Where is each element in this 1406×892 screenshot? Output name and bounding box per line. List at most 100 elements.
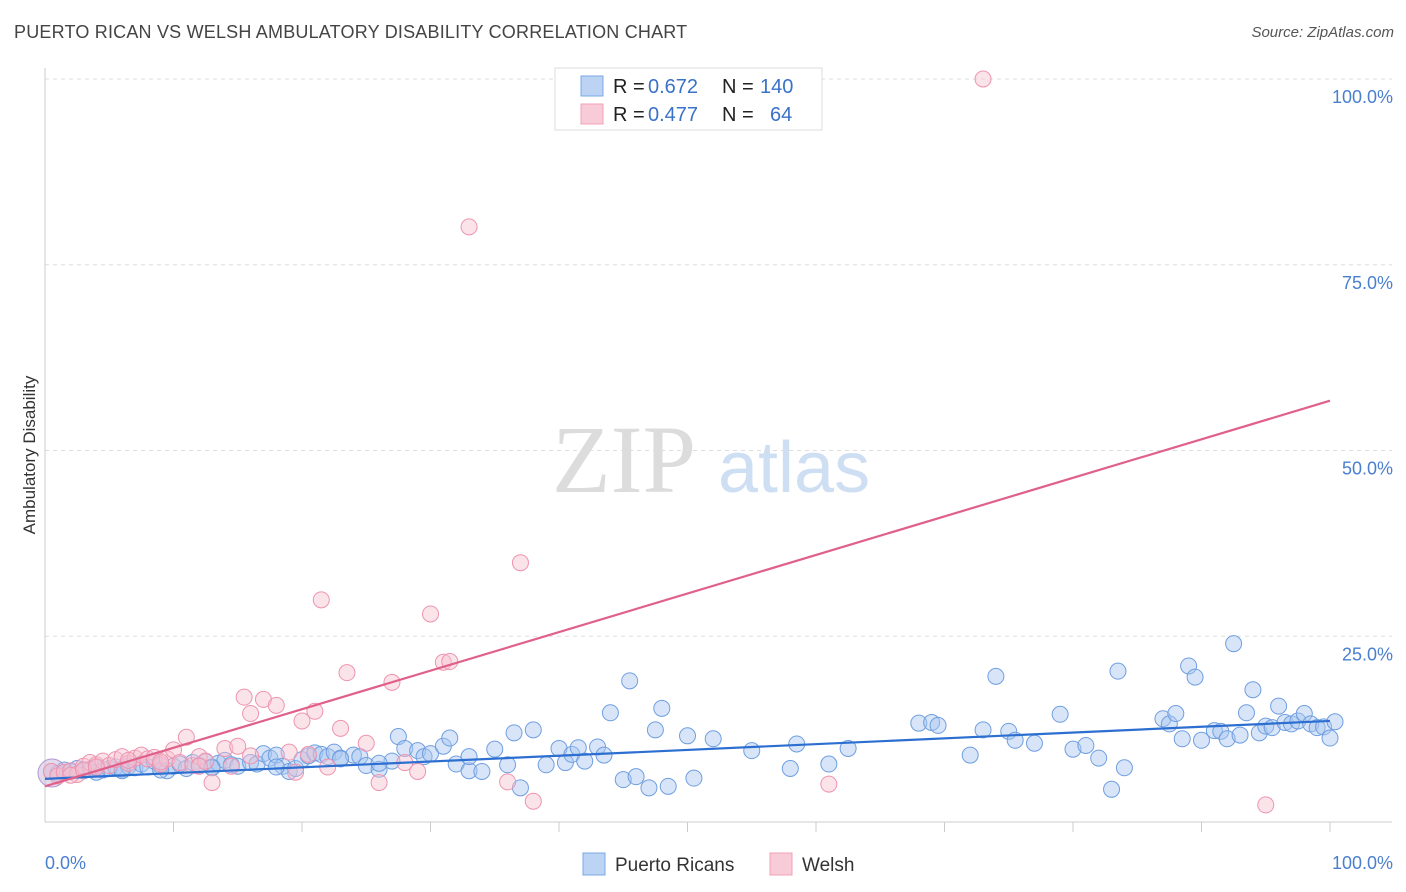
x-ticks bbox=[173, 822, 1331, 832]
puerto-ricans-point-83 bbox=[781, 760, 799, 778]
puerto-ricans-point-60 bbox=[473, 762, 491, 780]
welsh-point-52 bbox=[499, 773, 517, 791]
stats-legend: R = 0.672 N = 140 R = 0.477 N = 64 bbox=[554, 67, 823, 131]
puerto-ricans-point-85 bbox=[820, 755, 838, 773]
puerto-ricans-point-107 bbox=[1186, 668, 1204, 686]
puerto-ricans-point-96 bbox=[1064, 740, 1082, 758]
watermark-zip: ZIP bbox=[552, 406, 696, 513]
puerto-ricans-point-80 bbox=[679, 727, 696, 745]
puerto-ricans-point-46 bbox=[344, 746, 362, 764]
welsh-point-23 bbox=[184, 757, 202, 775]
legend-n-label-1: N = bbox=[722, 76, 754, 98]
legend-n-value-2: 64 bbox=[770, 104, 792, 126]
puerto-ricans-point-82 bbox=[704, 730, 722, 748]
y-tick-label-1: 25.0% bbox=[1342, 644, 1393, 664]
x-tick-label-2: 100.0% bbox=[1332, 853, 1393, 873]
puerto-ricans-point-89 bbox=[961, 746, 979, 764]
puerto-ricans-point-138 bbox=[595, 746, 613, 764]
trendlines bbox=[44, 399, 1331, 788]
puerto-ricans-point-59 bbox=[460, 762, 478, 780]
puerto-ricans-point-70 bbox=[576, 752, 594, 770]
puerto-ricans-point-104 bbox=[1167, 705, 1185, 723]
welsh-point-27 bbox=[216, 739, 234, 757]
welsh-point-31 bbox=[242, 705, 260, 723]
puerto-ricans-point-52 bbox=[396, 739, 414, 757]
series-welsh bbox=[42, 70, 1275, 814]
puerto-ricans-point-61 bbox=[486, 740, 504, 758]
welsh-point-64 bbox=[242, 747, 260, 765]
welsh-point-63 bbox=[190, 757, 208, 775]
legend-swatch-puerto-ricans bbox=[580, 75, 604, 97]
puerto-ricans-point-90 bbox=[974, 721, 992, 739]
puerto-ricans-point-41 bbox=[306, 744, 324, 762]
puerto-ricans-point-100 bbox=[1109, 662, 1127, 680]
puerto-ricans-point-49 bbox=[370, 760, 388, 778]
welsh-point-53 bbox=[511, 554, 529, 572]
puerto-ricans-point-91 bbox=[987, 667, 1005, 685]
y-axis-label: Ambulatory Disability bbox=[20, 375, 39, 534]
puerto-ricans-point-119 bbox=[1270, 697, 1288, 715]
welsh-point-48 bbox=[422, 605, 439, 623]
legend-swatch-welsh bbox=[580, 103, 604, 125]
puerto-ricans-point-88 bbox=[929, 716, 947, 734]
legend-r-value-2: 0.477 bbox=[648, 104, 698, 126]
welsh-point-51 bbox=[460, 218, 478, 236]
puerto-ricans-point-105 bbox=[1173, 730, 1191, 748]
puerto-ricans-point-86 bbox=[910, 714, 928, 732]
welsh-point-54 bbox=[524, 792, 542, 810]
welsh-point-29 bbox=[229, 737, 247, 755]
gridlines bbox=[45, 78, 1392, 637]
welsh-point-42 bbox=[338, 664, 356, 682]
welsh-point-47 bbox=[409, 762, 427, 780]
puerto-ricans-point-79 bbox=[659, 777, 677, 795]
trendline-welsh bbox=[44, 399, 1331, 788]
puerto-ricans-point-137 bbox=[505, 724, 523, 742]
series-legend-swatch-welsh bbox=[769, 852, 793, 876]
puerto-ricans-point-50 bbox=[383, 752, 401, 770]
legend-r-label-2: R = bbox=[613, 104, 645, 126]
legend-r-label-1: R = bbox=[613, 76, 645, 98]
welsh-point-57 bbox=[1257, 796, 1275, 814]
puerto-ricans-point-115 bbox=[1244, 681, 1262, 699]
series-legend-swatch-puerto-ricans bbox=[582, 852, 606, 876]
welsh-point-26 bbox=[203, 774, 221, 792]
puerto-ricans-point-99 bbox=[1103, 780, 1121, 798]
watermark-atlas: atlas bbox=[718, 428, 870, 508]
welsh-point-62 bbox=[152, 753, 170, 771]
chart-title: PUERTO RICAN VS WELSH AMBULATORY DISABIL… bbox=[14, 22, 688, 42]
trendline-puerto-ricans bbox=[44, 719, 1331, 781]
puerto-ricans-point-65 bbox=[537, 756, 555, 774]
puerto-ricans-point-98 bbox=[1090, 749, 1108, 767]
puerto-ricans-point-125 bbox=[1308, 719, 1326, 737]
welsh-point-30 bbox=[235, 688, 253, 706]
puerto-ricans-point-53 bbox=[409, 742, 427, 760]
welsh-point-33 bbox=[267, 696, 285, 714]
puerto-ricans-point-101 bbox=[1115, 759, 1133, 777]
puerto-ricans-point-78 bbox=[653, 699, 671, 717]
x-tick-label-1: 0.0% bbox=[45, 853, 86, 873]
series-legend-label-puerto-ricans: Puerto Ricans bbox=[615, 855, 734, 876]
series-legend-label-welsh: Welsh bbox=[802, 855, 854, 876]
puerto-ricans-point-75 bbox=[627, 768, 645, 786]
puerto-ricans-point-64 bbox=[524, 721, 542, 739]
legend-n-label-2: N = bbox=[722, 104, 754, 126]
y-tick-label-2: 50.0% bbox=[1342, 459, 1393, 479]
puerto-ricans-point-133 bbox=[267, 758, 285, 776]
legend-n-value-1: 140 bbox=[760, 76, 793, 98]
welsh-point-28 bbox=[222, 757, 240, 775]
x-tick-labels: 0.0% 100.0% bbox=[45, 853, 1393, 873]
puerto-ricans-point-112 bbox=[1225, 635, 1243, 653]
welsh-point-36 bbox=[293, 712, 311, 730]
puerto-ricans-point-62 bbox=[499, 756, 517, 774]
welsh-point-21 bbox=[171, 754, 189, 772]
puerto-ricans-point-77 bbox=[646, 721, 664, 739]
puerto-ricans-point-108 bbox=[1193, 731, 1210, 749]
y-tick-labels: 25.0% 50.0% 75.0% 100.0% bbox=[1332, 87, 1393, 664]
series-legend: Puerto Ricans Welsh bbox=[582, 852, 854, 876]
puerto-ricans-point-44 bbox=[325, 743, 343, 761]
y-tick-label-3: 75.0% bbox=[1342, 273, 1393, 293]
welsh-point-44 bbox=[370, 774, 388, 792]
puerto-ricans-point-94 bbox=[1025, 734, 1043, 752]
welsh-point-34 bbox=[280, 743, 298, 761]
